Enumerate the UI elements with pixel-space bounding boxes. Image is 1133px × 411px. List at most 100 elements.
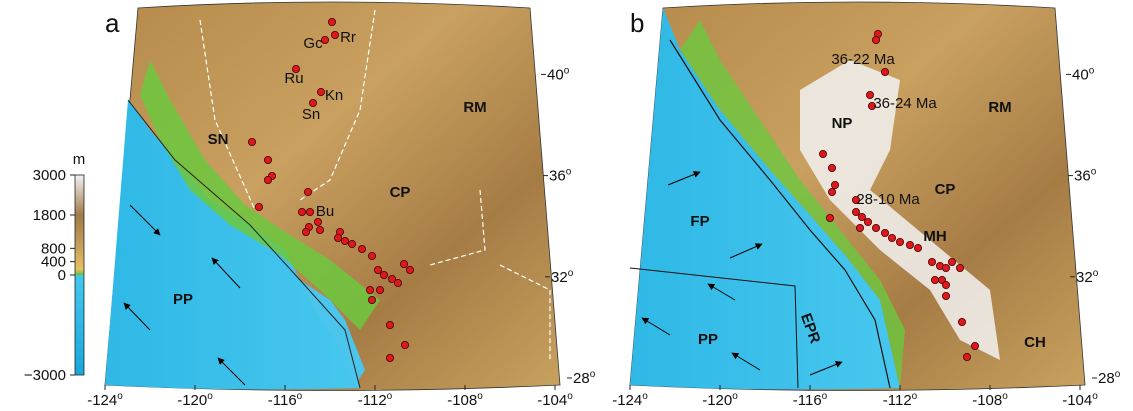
map-a: [105, 2, 560, 391]
place-label: RM: [988, 99, 1011, 116]
place-label: FP: [690, 213, 709, 230]
lon-value: -124: [612, 392, 642, 409]
lon-value: -124: [87, 392, 117, 409]
degree: o: [912, 391, 918, 402]
place-label: Kn: [325, 87, 343, 104]
lon-value: -108: [972, 392, 1002, 409]
sample-site: [358, 245, 365, 252]
lat-tick-label: 40o: [1072, 65, 1095, 83]
sample-site: [864, 218, 871, 225]
lon-value: -112: [358, 392, 387, 409]
sample-site: [826, 214, 833, 221]
sample-site: [819, 150, 826, 157]
lat-value: 32: [1076, 269, 1093, 286]
lon-tick-label: -104o: [537, 391, 573, 409]
lat-tick-label: 40o: [547, 65, 570, 83]
sample-site: [304, 188, 311, 195]
lat-tick-label: 28o: [573, 369, 596, 387]
degree: o: [564, 65, 570, 76]
degree: o: [1115, 369, 1121, 380]
sample-site: [942, 264, 949, 271]
sample-site: [374, 266, 381, 273]
sample-site: [852, 208, 859, 215]
place-label: Gc: [303, 35, 323, 52]
lon-tick-label: -108o: [447, 391, 483, 409]
lat-value: 40: [1072, 66, 1089, 83]
lat-value: 36: [1074, 168, 1091, 185]
sample-site: [931, 276, 938, 283]
figure: m 300018008004000−3000a-124o-120o-116o-1…: [0, 0, 1133, 411]
sample-site: [948, 258, 955, 265]
colorbar: m: [73, 151, 86, 375]
sample-site: [896, 238, 903, 245]
lon-value: -104: [1062, 392, 1092, 409]
place-label: RM: [463, 99, 486, 116]
degree: o: [568, 268, 574, 279]
degree: o: [207, 391, 213, 402]
degree: o: [642, 391, 648, 402]
lon-tick-label: -124o: [87, 391, 123, 409]
degree: o: [387, 391, 393, 402]
lon-value: -104: [537, 392, 567, 409]
degree: o: [477, 391, 483, 402]
place-label: Sn: [302, 106, 320, 123]
lat-value: 32: [551, 269, 568, 286]
degree: o: [590, 369, 596, 380]
colorbar-tick-label: −3000: [24, 367, 66, 384]
lon-tick-label: -116o: [793, 391, 828, 409]
sample-site: [963, 353, 970, 360]
lon-value: -116: [268, 392, 297, 409]
degree: o: [117, 391, 123, 402]
colorbar-tick-label: 0: [58, 267, 66, 284]
lat-value: 28: [1098, 370, 1115, 387]
lon-tick-label: -124o: [612, 391, 648, 409]
lat-value: 36: [549, 168, 566, 185]
sample-site: [958, 318, 965, 325]
place-label: 28-10 Ma: [856, 191, 920, 208]
lat-tick-label: 36o: [1074, 167, 1097, 185]
sample-site: [386, 354, 393, 361]
sample-site: [928, 258, 935, 265]
sample-site: [394, 279, 401, 286]
lat-tick-label: 32o: [1076, 268, 1099, 286]
degree: o: [1091, 167, 1097, 178]
sample-site: [366, 286, 373, 293]
sample-site: [331, 31, 338, 38]
sample-site: [368, 296, 375, 303]
sample-site: [328, 18, 335, 25]
sample-site: [971, 342, 978, 349]
sample-site: [386, 321, 393, 328]
place-label: CP: [390, 184, 411, 201]
sample-site: [828, 164, 835, 171]
place-label: CH: [1024, 334, 1046, 351]
place-label: MH: [923, 228, 946, 245]
sample-site: [264, 176, 271, 183]
sample-site: [881, 229, 888, 236]
sample-site: [264, 156, 271, 163]
lon-tick-label: -104o: [1062, 391, 1098, 409]
degree: o: [1093, 268, 1099, 279]
sample-site: [255, 203, 262, 210]
degree: o: [1089, 65, 1095, 76]
sample-site: [942, 281, 949, 288]
place-label: CP: [935, 181, 956, 198]
place-label: PP: [173, 291, 193, 308]
place-label: Rr: [340, 29, 356, 46]
sample-site: [380, 271, 387, 278]
sample-site: [828, 188, 835, 195]
place-label: NP: [832, 115, 853, 132]
place-label: PP: [698, 331, 718, 348]
sample-site: [858, 213, 865, 220]
degree: o: [297, 391, 303, 402]
lon-value: -108: [447, 392, 477, 409]
lat-value: 40: [547, 66, 564, 83]
place-label: Bu: [316, 203, 334, 220]
sample-site: [872, 36, 879, 43]
sample-site: [302, 228, 309, 235]
colorbar-tick-label: 1800: [33, 207, 66, 224]
sample-site: [316, 226, 323, 233]
sample-site: [831, 181, 838, 188]
place-label: 36-22 Ma: [831, 51, 895, 68]
sample-site: [956, 264, 963, 271]
place-label: 36-24 Ma: [873, 95, 937, 112]
